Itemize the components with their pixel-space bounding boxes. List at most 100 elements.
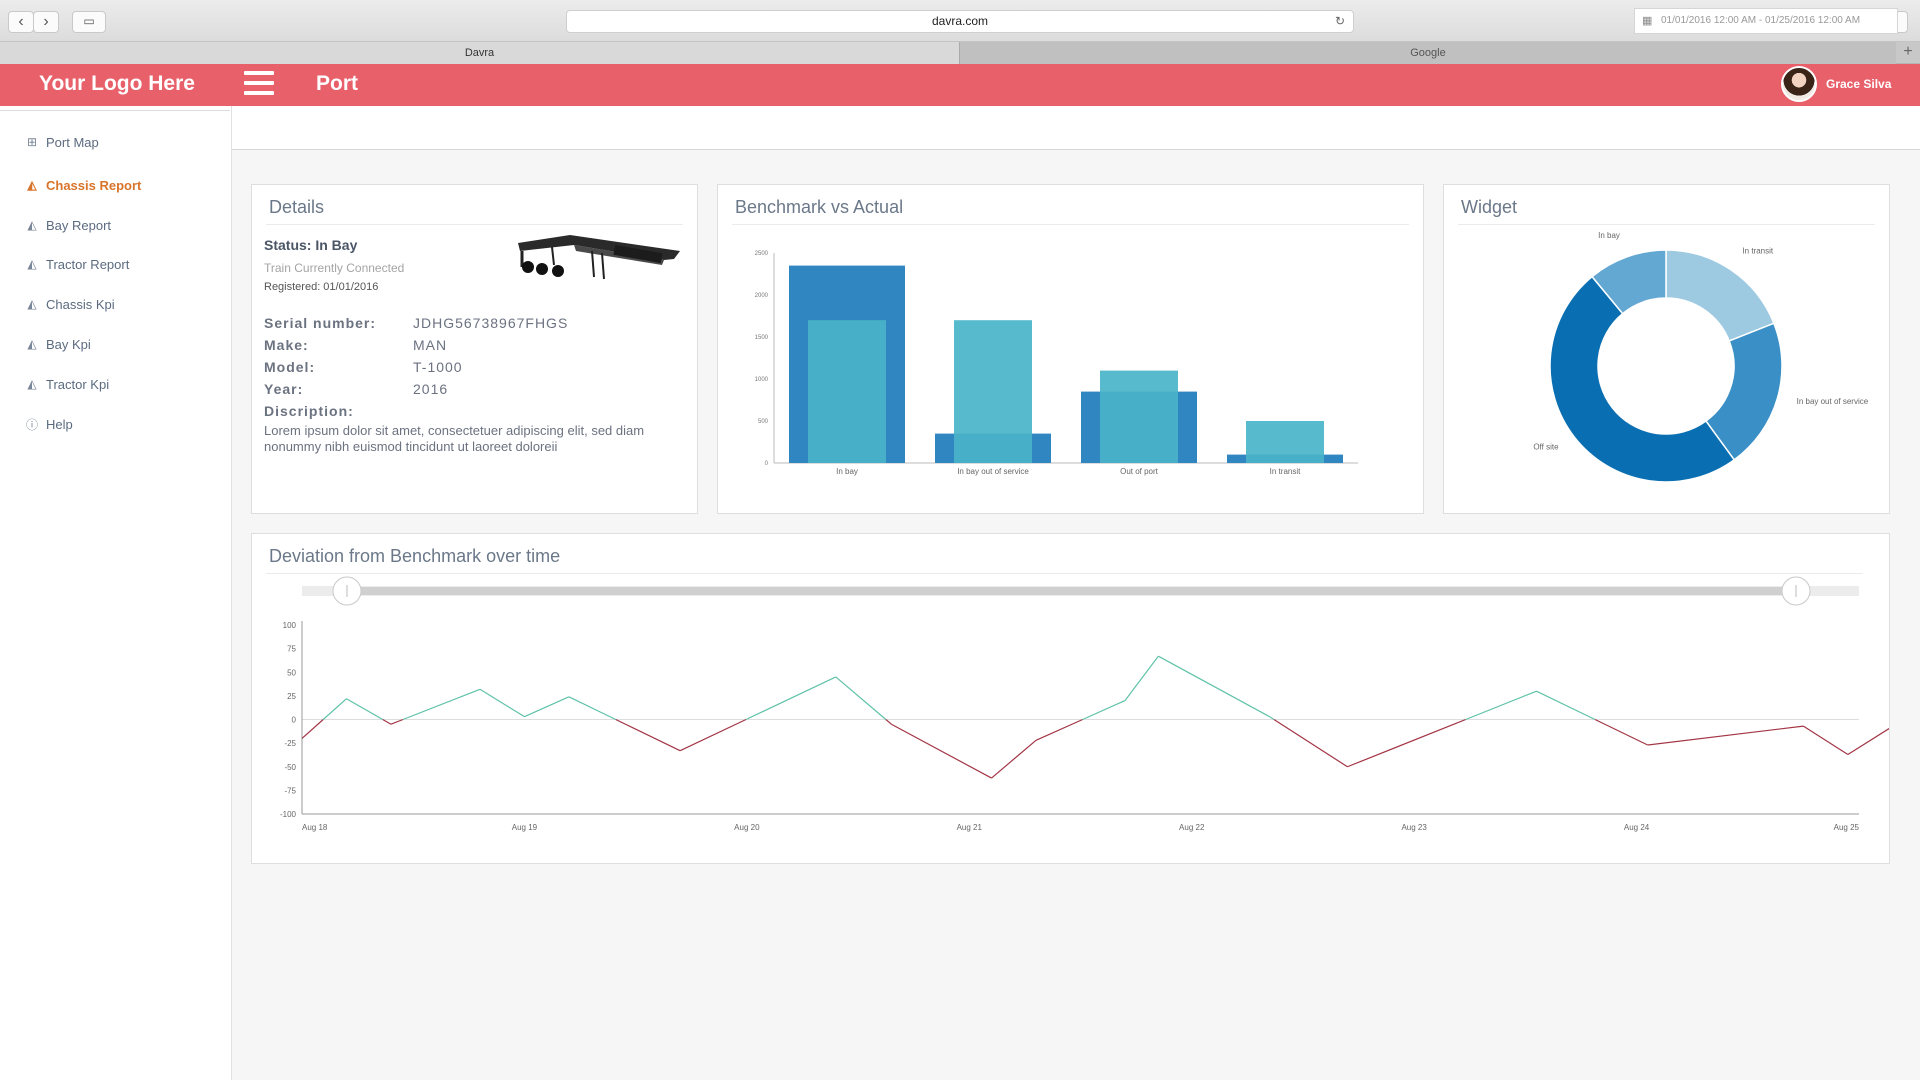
- app-header: Your Logo Here Port Grace Silva: [0, 64, 1920, 106]
- tab-davra[interactable]: Davra: [0, 42, 960, 64]
- url-bar[interactable]: davra.com ↻: [566, 10, 1354, 33]
- deviation-card: Deviation from Benchmark over time 100 75…: [251, 533, 1890, 864]
- deviation-line-segment: [745, 676, 837, 721]
- bar-ytick-label: 1500: [755, 335, 769, 341]
- serial-number-label: Serial number:: [264, 315, 377, 331]
- bar: [1100, 370, 1178, 463]
- deviation-line-segment: [346, 698, 384, 721]
- line-ytick-label: -75: [284, 786, 296, 795]
- reload-icon[interactable]: ↻: [1334, 14, 1345, 28]
- line-ytick-label: 100: [283, 621, 297, 630]
- bar-ytick-label: 1000: [755, 377, 769, 383]
- model-value: T-1000: [413, 359, 463, 375]
- tab-google[interactable]: Google: [960, 42, 1896, 64]
- deviation-line-segment: [479, 688, 525, 718]
- avatar[interactable]: [1781, 66, 1817, 102]
- area-chart-icon: ◭: [27, 377, 37, 391]
- sidebar: ⊞ Port Map ◭ Chassis Report ◭ Bay Report ◭ T…: [0, 106, 232, 1080]
- deviation-line-segment: [1536, 690, 1596, 721]
- sidebar-item-tractor-report[interactable]: ◭ Tractor Report: [24, 254, 129, 274]
- details-title: Details: [269, 197, 325, 217]
- bar-category-label: In bay out of service: [957, 467, 1029, 476]
- sidebar-item-label: Bay Report: [46, 217, 112, 233]
- donut-slice: [1665, 249, 1775, 342]
- menu-icon[interactable]: [244, 71, 274, 97]
- deviation-line-segment: [382, 718, 392, 725]
- logo[interactable]: Your Logo Here: [39, 72, 195, 95]
- train-status: Train Currently Connected: [264, 261, 405, 275]
- benchmark-bar-chart: 0 500 1000 1500 2000 2500 In bay In bay out of …: [755, 251, 1358, 476]
- area-chart-icon: ◭: [27, 337, 37, 351]
- sidebar-item-help[interactable]: ⓘ Help: [24, 414, 73, 434]
- map-icon: ⊞: [26, 135, 38, 149]
- description-text: Lorem ipsum dolor sit amet, consectetuer…: [264, 423, 645, 454]
- area-chart-icon: ◭: [27, 218, 37, 232]
- model-label: Model:: [264, 359, 316, 375]
- tab-strip: Davra Google +: [0, 42, 1920, 64]
- forward-icon[interactable]: ›: [33, 11, 59, 33]
- line-xtick-label: Aug 20: [734, 823, 760, 832]
- deviation-line-segment: [835, 676, 887, 720]
- deviation-line-segment: [301, 719, 324, 739]
- make-value: MAN: [413, 337, 448, 353]
- donut-slice-label: Off site: [1533, 442, 1559, 451]
- deviation-line-segment: [885, 719, 892, 725]
- year-value: 2016: [413, 381, 449, 397]
- description-label: Discription:: [264, 403, 354, 419]
- date-range-text: 01/01/2016 12:00 AM - 01/25/2016 12:00 A…: [1661, 15, 1861, 26]
- registered-date: Registered: 01/01/2016: [264, 281, 379, 293]
- bar: [954, 320, 1032, 463]
- url-text: davra.com: [931, 14, 989, 28]
- sidebar-icon[interactable]: ▭: [72, 11, 106, 33]
- bar-category-label: In transit: [1270, 467, 1301, 476]
- deviation-line-segment: [615, 718, 681, 752]
- deviation-line-segment: [390, 718, 404, 725]
- line-xtick-label: Aug 23: [1401, 823, 1427, 832]
- deviation-line-segment: [1647, 725, 1804, 746]
- widget-card: Widget In transit In bay out of service Of…: [1443, 184, 1890, 514]
- bar-ytick-label: 2000: [755, 293, 769, 299]
- line-ytick-label: -100: [280, 810, 297, 819]
- line-ytick-label: -25: [284, 739, 296, 748]
- bar-category-label: In bay: [836, 467, 858, 476]
- sidebar-item-bay-kpi[interactable]: ◭ Bay Kpi: [24, 334, 91, 354]
- bar-ytick-label: 0: [765, 461, 769, 467]
- sidebar-item-port-map[interactable]: ⊞ Port Map: [24, 132, 99, 152]
- deviation-line-segment: [1082, 700, 1126, 721]
- info-icon: ⓘ: [25, 417, 38, 432]
- add-tab-icon[interactable]: +: [1903, 43, 1913, 60]
- deviation-line-chart: 100 75 50 25 0 -25 -50 -75 -100 Aug 18 Aug 19 Aug 2…: [280, 576, 1889, 832]
- sidebar-item-label: Chassis Kpi: [46, 296, 115, 312]
- donut-slice: [1591, 249, 1667, 315]
- deviation-title: Deviation from Benchmark over time: [269, 546, 561, 566]
- deviation-line-segment: [1803, 725, 1849, 755]
- bar-category-label: Out of port: [1120, 467, 1159, 476]
- deviation-line-segment: [402, 688, 481, 721]
- deviation-line-segment: [1273, 718, 1348, 768]
- donut-slice-label: In bay out of service: [1797, 397, 1869, 406]
- sidebar-item-bay-report[interactable]: ◭ Bay Report: [24, 215, 111, 235]
- deviation-line-segment: [1458, 718, 1466, 723]
- date-range-picker[interactable]: ▦ 01/01/2016 12:00 AM - 01/25/2016 12:00…: [1634, 8, 1898, 34]
- back-icon[interactable]: ‹: [8, 11, 34, 33]
- filter-bar: [232, 106, 1920, 150]
- sidebar-item-chassis-kpi[interactable]: ◭ Chassis Kpi: [24, 294, 115, 314]
- deviation-line-segment: [322, 698, 347, 720]
- deviation-line-segment: [679, 718, 747, 752]
- sidebar-item-label: Bay Kpi: [46, 336, 91, 352]
- sidebar-item-label: Tractor Report: [46, 256, 130, 272]
- calendar-icon: ▦: [1642, 15, 1653, 27]
- bar: [1246, 421, 1324, 463]
- donut-slice-label: In transit: [1742, 247, 1773, 256]
- deviation-line-segment: [991, 739, 1037, 779]
- user-name[interactable]: Grace Silva: [1826, 77, 1892, 91]
- sidebar-item-chassis-report[interactable]: ◭ Chassis Report: [24, 175, 141, 195]
- benchmark-card: Benchmark vs Actual 0 500 1000 1500 2000 2500…: [717, 184, 1424, 514]
- range-slider-selection: [347, 587, 1796, 595]
- deviation-line-segment: [1465, 690, 1537, 721]
- line-xtick-label: Aug 22: [1179, 823, 1205, 832]
- sidebar-item-tractor-kpi[interactable]: ◭ Tractor Kpi: [24, 374, 109, 394]
- serial-number-value: JDHG56738967FHGS: [413, 315, 569, 331]
- deviation-line-segment: [891, 723, 992, 779]
- line-ytick-label: 25: [287, 692, 296, 701]
